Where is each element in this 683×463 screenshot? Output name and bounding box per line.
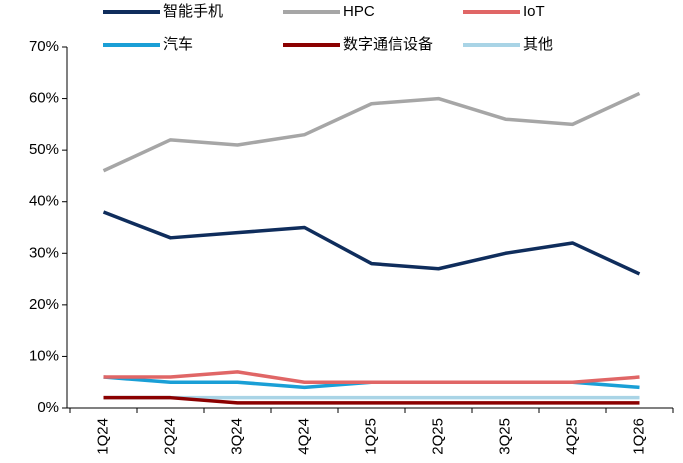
x-tick-label: 2Q25 xyxy=(429,418,446,455)
series-line xyxy=(103,395,640,405)
y-tick-label: 50% xyxy=(29,141,59,158)
y-tick-label: 60% xyxy=(29,90,59,107)
x-tick-label: 3Q24 xyxy=(228,418,245,455)
legend-label: 汽车 xyxy=(163,36,193,53)
y-tick-label: 40% xyxy=(29,193,59,210)
x-tick-label: 2Q24 xyxy=(161,418,178,455)
legend-label: IoT xyxy=(523,3,545,20)
legend-label: 智能手机 xyxy=(163,2,223,20)
legend-label: HPC xyxy=(343,3,375,20)
legend-label: 其他 xyxy=(523,36,553,53)
series-line xyxy=(102,91,641,173)
x-tick-label: 1Q25 xyxy=(362,418,379,455)
series-line xyxy=(103,370,640,384)
series-line xyxy=(102,210,641,276)
x-tick-label: 1Q24 xyxy=(94,418,111,455)
legend-label: 数字通信设备 xyxy=(343,36,433,53)
y-tick-label: 70% xyxy=(29,38,59,55)
y-tick-label: 10% xyxy=(29,347,59,364)
x-tick-label: 4Q25 xyxy=(563,418,580,455)
x-tick-label: 4Q24 xyxy=(295,418,312,455)
y-tick-label: 20% xyxy=(29,296,59,313)
x-tick-label: 1Q26 xyxy=(630,418,647,455)
x-tick-label: 3Q25 xyxy=(496,418,513,455)
y-tick-label: 30% xyxy=(29,244,59,261)
y-tick-label: 0% xyxy=(37,399,59,416)
